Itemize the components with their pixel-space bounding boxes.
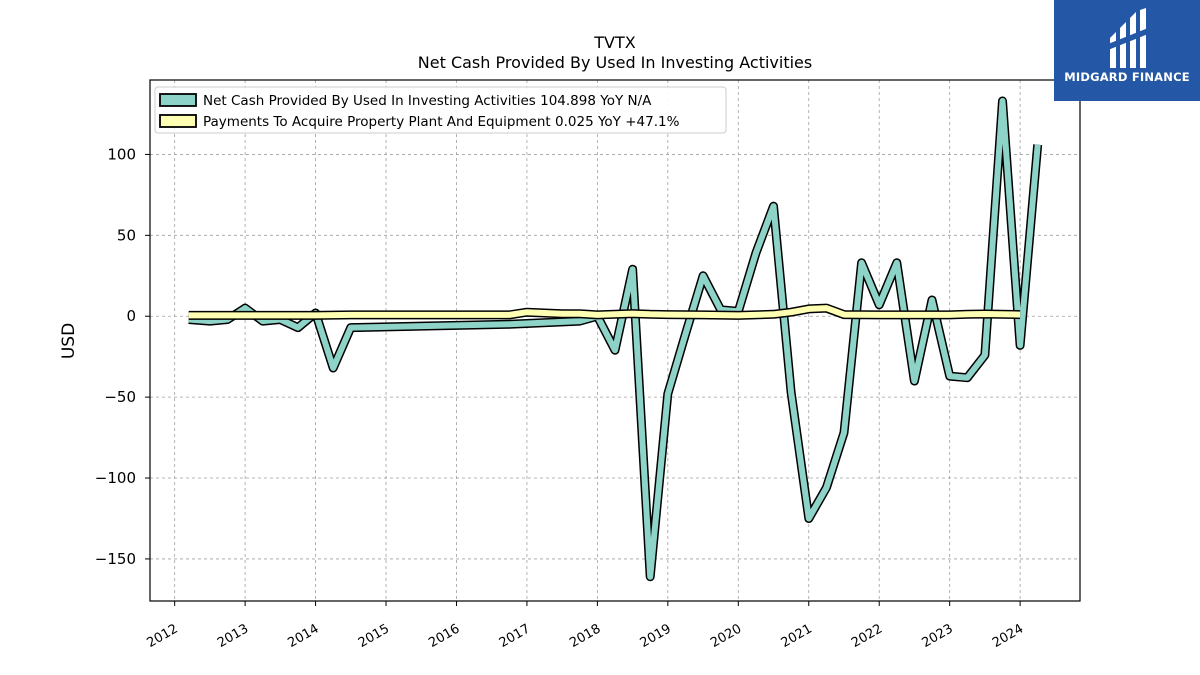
plot-frame: [149, 79, 1081, 602]
chart-subtitle: Net Cash Provided By Used In Investing A…: [418, 53, 812, 72]
legend-label-0: Net Cash Provided By Used In Investing A…: [203, 93, 652, 109]
legend-swatch-0: [159, 93, 197, 107]
x-tick-label: 2017: [497, 621, 533, 651]
y-tick-label: −100: [95, 469, 136, 487]
x-tick-label: 2018: [567, 621, 603, 651]
y-tick-label: 100: [107, 145, 136, 163]
midgard-m-icon: [1108, 8, 1148, 68]
legend-label-1: Payments To Acquire Property Plant And E…: [203, 114, 680, 130]
x-tick-label: 2024: [990, 621, 1026, 651]
logo-text: MIDGARD FINANCE: [1064, 70, 1190, 84]
y-tick-label: −150: [95, 550, 136, 568]
y-tick-label: 50: [117, 226, 136, 244]
y-axis: −150 −100 −50 0 50 100: [95, 145, 150, 568]
x-tick-label: 2021: [779, 621, 815, 651]
y-tick-label: −50: [104, 388, 136, 406]
legend-swatch-1: [159, 114, 197, 128]
y-tick-label: 0: [126, 307, 136, 325]
y-axis-label: USD: [59, 323, 79, 359]
series-1-line: [188, 305, 1021, 319]
series-lines: [188, 96, 1043, 582]
x-tick-label: 2015: [356, 621, 392, 651]
legend: Net Cash Provided By Used In Investing A…: [154, 86, 727, 134]
x-tick-label: 2020: [708, 621, 744, 651]
legend-box: [154, 86, 727, 134]
x-tick-label: 2023: [919, 621, 955, 651]
midgard-finance-logo: MIDGARD FINANCE: [1054, 0, 1200, 101]
chart-title: TVTX: [593, 33, 635, 52]
x-tick-label: 2013: [215, 621, 251, 651]
x-tick-label: 2022: [849, 621, 885, 651]
x-axis: 2012 2013 2014 2015 2016 2017 2018 2019 2020 2021…: [144, 601, 1026, 651]
x-tick-label: 2019: [638, 621, 674, 651]
x-tick-label: 2016: [426, 621, 462, 651]
x-tick-label: 2012: [144, 621, 180, 651]
x-tick-label: 2014: [285, 621, 321, 651]
